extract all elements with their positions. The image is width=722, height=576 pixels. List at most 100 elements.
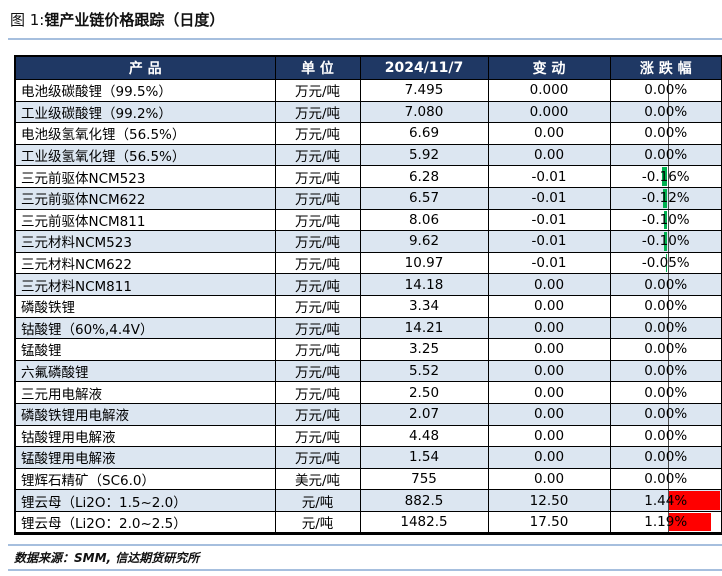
price-cell: 14.18: [359, 273, 489, 296]
pct-cell: 0.00%: [609, 316, 722, 340]
pct-cell: 0.00%: [609, 424, 722, 448]
col-header-unit: 单 位: [274, 55, 361, 80]
change-cell: 0.00: [487, 424, 611, 448]
pct-cell: 0.00%: [609, 122, 722, 145]
product-cell: 磷酸铁锂: [14, 294, 276, 318]
unit-cell: 万元/吨: [274, 338, 361, 361]
change-cell: 0.00: [487, 316, 611, 340]
pct-value: 0.00%: [644, 125, 688, 142]
databar-axis-line: [667, 339, 669, 360]
table-row: 工业级氢氧化锂（56.5%） 万元/吨 5.92 0.00 0.00%: [14, 143, 722, 167]
change-cell: 0.00: [487, 143, 611, 167]
change-cell: 0.00: [487, 402, 611, 426]
table-row: 锂云母（Li2O：2.0~2.5） 元/吨 1482.5 17.50 1.19%: [14, 510, 722, 535]
pct-value: 0.00%: [644, 319, 688, 336]
product-cell: 锂辉石精矿（SC6.0）: [14, 467, 276, 491]
table-row: 三元材料NCM811 万元/吨 14.18 0.00 0.00%: [14, 273, 722, 296]
pct-cell: -0.10%: [609, 208, 722, 232]
table-row: 三元前驱体NCM811 万元/吨 8.06 -0.01 -0.10%: [14, 208, 722, 232]
databar-axis-line: [667, 80, 669, 101]
positive-databar: [668, 512, 712, 532]
price-cell: 5.52: [359, 359, 489, 383]
databar-axis-line: [667, 166, 669, 187]
price-cell: 8.06: [359, 208, 489, 232]
table-row: 锰酸锂用电解液 万元/吨 1.54 0.00 0.00%: [14, 446, 722, 469]
change-cell: 0.00: [487, 381, 611, 404]
pct-value: 0.00%: [644, 363, 688, 380]
table-row: 六氟磷酸锂 万元/吨 5.52 0.00 0.00%: [14, 359, 722, 383]
pct-cell: -0.16%: [609, 165, 722, 188]
negative-databar: [663, 232, 668, 251]
price-cell: 6.28: [359, 165, 489, 188]
unit-cell: 万元/吨: [274, 316, 361, 340]
price-cell: 2.50: [359, 381, 489, 404]
unit-cell: 万元/吨: [274, 381, 361, 404]
product-cell: 六氟磷酸锂: [14, 359, 276, 383]
pct-cell: 0.00%: [609, 359, 722, 383]
product-cell: 锂云母（Li2O：2.0~2.5）: [14, 510, 276, 535]
table-row: 锂云母（Li2O：1.5~2.0） 元/吨 882.5 12.50 1.44%: [14, 489, 722, 512]
table-row: 三元用电解液 万元/吨 2.50 0.00 0.00%: [14, 381, 722, 404]
databar-axis-line: [667, 318, 669, 338]
unit-cell: 万元/吨: [274, 251, 361, 275]
databar-axis-line: [667, 123, 669, 144]
footer-divider-bottom: [8, 569, 722, 571]
price-cell: 7.080: [359, 100, 489, 124]
table-body: 电池级碳酸锂（99.5%） 万元/吨 7.495 0.000 0.00% 工业级碳酸锂（9…: [14, 79, 722, 535]
unit-cell: 万元/吨: [274, 143, 361, 167]
price-cell: 1.54: [359, 446, 489, 469]
pct-cell: 0.00%: [609, 273, 722, 296]
price-cell: 7.495: [359, 79, 489, 102]
unit-cell: 万元/吨: [274, 273, 361, 296]
pct-cell: 1.44%: [609, 489, 722, 512]
pct-value: 0.00%: [644, 470, 688, 487]
databar-axis-line: [667, 231, 669, 252]
product-cell: 电池级氢氧化锂（56.5%）: [14, 122, 276, 145]
product-cell: 三元材料NCM811: [14, 273, 276, 296]
pct-value: 0.00%: [644, 103, 688, 120]
change-cell: 0.00: [487, 446, 611, 469]
price-cell: 4.48: [359, 424, 489, 448]
databar-axis-line: [667, 447, 669, 468]
change-cell: 0.00: [487, 122, 611, 145]
databar-axis-line: [667, 210, 669, 230]
change-cell: -0.01: [487, 251, 611, 275]
product-cell: 三元前驱体NCM523: [14, 165, 276, 188]
product-cell: 钴酸锂用电解液: [14, 424, 276, 448]
price-cell: 2.07: [359, 402, 489, 426]
title-divider: [8, 38, 722, 40]
product-cell: 三元材料NCM523: [14, 230, 276, 253]
pct-value: 0.00%: [644, 276, 688, 293]
databar-axis-line: [667, 490, 669, 511]
footer-divider-top: [8, 544, 722, 546]
table-row: 锰酸锂 万元/吨 3.25 0.00 0.00%: [14, 338, 722, 361]
table-row: 钴酸锂用电解液 万元/吨 4.48 0.00 0.00%: [14, 424, 722, 448]
price-cell: 14.21: [359, 316, 489, 340]
change-cell: 0.00: [487, 294, 611, 318]
databar-axis-line: [667, 102, 669, 122]
pct-cell: 0.00%: [609, 100, 722, 124]
pct-value: -0.10%: [641, 211, 690, 228]
unit-cell: 万元/吨: [274, 402, 361, 426]
pct-value: -0.12%: [641, 190, 690, 207]
table-row: 三元前驱体NCM622 万元/吨 6.57 -0.01 -0.12%: [14, 186, 722, 210]
header-row: 产 品 单 位 2024/11/7 变 动 涨 跌 幅: [14, 55, 722, 80]
table-row: 三元前驱体NCM523 万元/吨 6.28 -0.01 -0.16%: [14, 165, 722, 188]
change-cell: 0.00: [487, 338, 611, 361]
table-row: 钴酸锂（60%,4.4V） 万元/吨 14.21 0.00 0.00%: [14, 316, 722, 340]
product-cell: 三元材料NCM622: [14, 251, 276, 275]
product-cell: 锰酸锂: [14, 338, 276, 361]
price-cell: 9.62: [359, 230, 489, 253]
databar-axis-line: [667, 145, 669, 165]
product-cell: 工业级氢氧化锂（56.5%）: [14, 143, 276, 167]
figure-number: 图 1:: [10, 11, 45, 29]
table-row: 电池级碳酸锂（99.5%） 万元/吨 7.495 0.000 0.00%: [14, 79, 722, 102]
unit-cell: 万元/吨: [274, 165, 361, 188]
price-cell: 3.34: [359, 294, 489, 318]
table-header: 产 品 单 位 2024/11/7 变 动 涨 跌 幅: [14, 55, 722, 80]
change-cell: 0.000: [487, 100, 611, 124]
figure-title-text: 锂产业链价格跟踪（日度）: [44, 11, 225, 29]
pct-cell: 0.00%: [609, 381, 722, 404]
pct-cell: -0.12%: [609, 186, 722, 210]
databar-axis-line: [667, 512, 669, 533]
